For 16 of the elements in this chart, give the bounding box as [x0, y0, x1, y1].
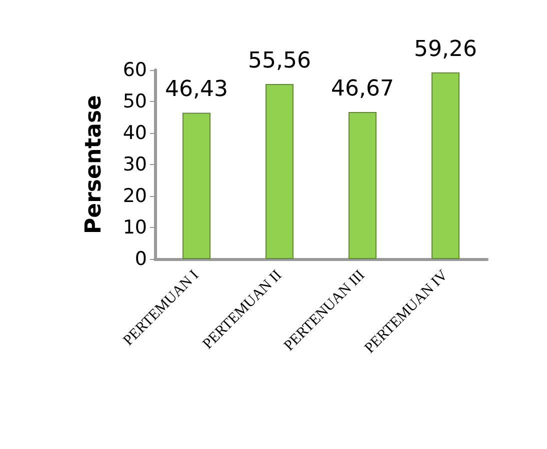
y-axis-title: Persentase	[82, 95, 106, 234]
y-tick-label: 0	[134, 248, 147, 270]
bar	[432, 72, 460, 259]
data-label: 55,56	[248, 48, 311, 74]
data-label: 46,67	[331, 76, 394, 102]
y-tick-label: 10	[122, 216, 147, 238]
y-tick-label: 20	[122, 185, 147, 207]
data-label: 59,26	[414, 36, 477, 62]
bar	[266, 84, 294, 259]
bar	[348, 112, 376, 259]
y-tick-label: 40	[122, 122, 147, 144]
y-tick-label: 50	[122, 90, 147, 112]
bar	[182, 112, 210, 259]
data-label: 46,43	[165, 77, 228, 102]
y-tick-label: 30	[122, 154, 147, 176]
y-tick-label: 60	[122, 59, 147, 81]
